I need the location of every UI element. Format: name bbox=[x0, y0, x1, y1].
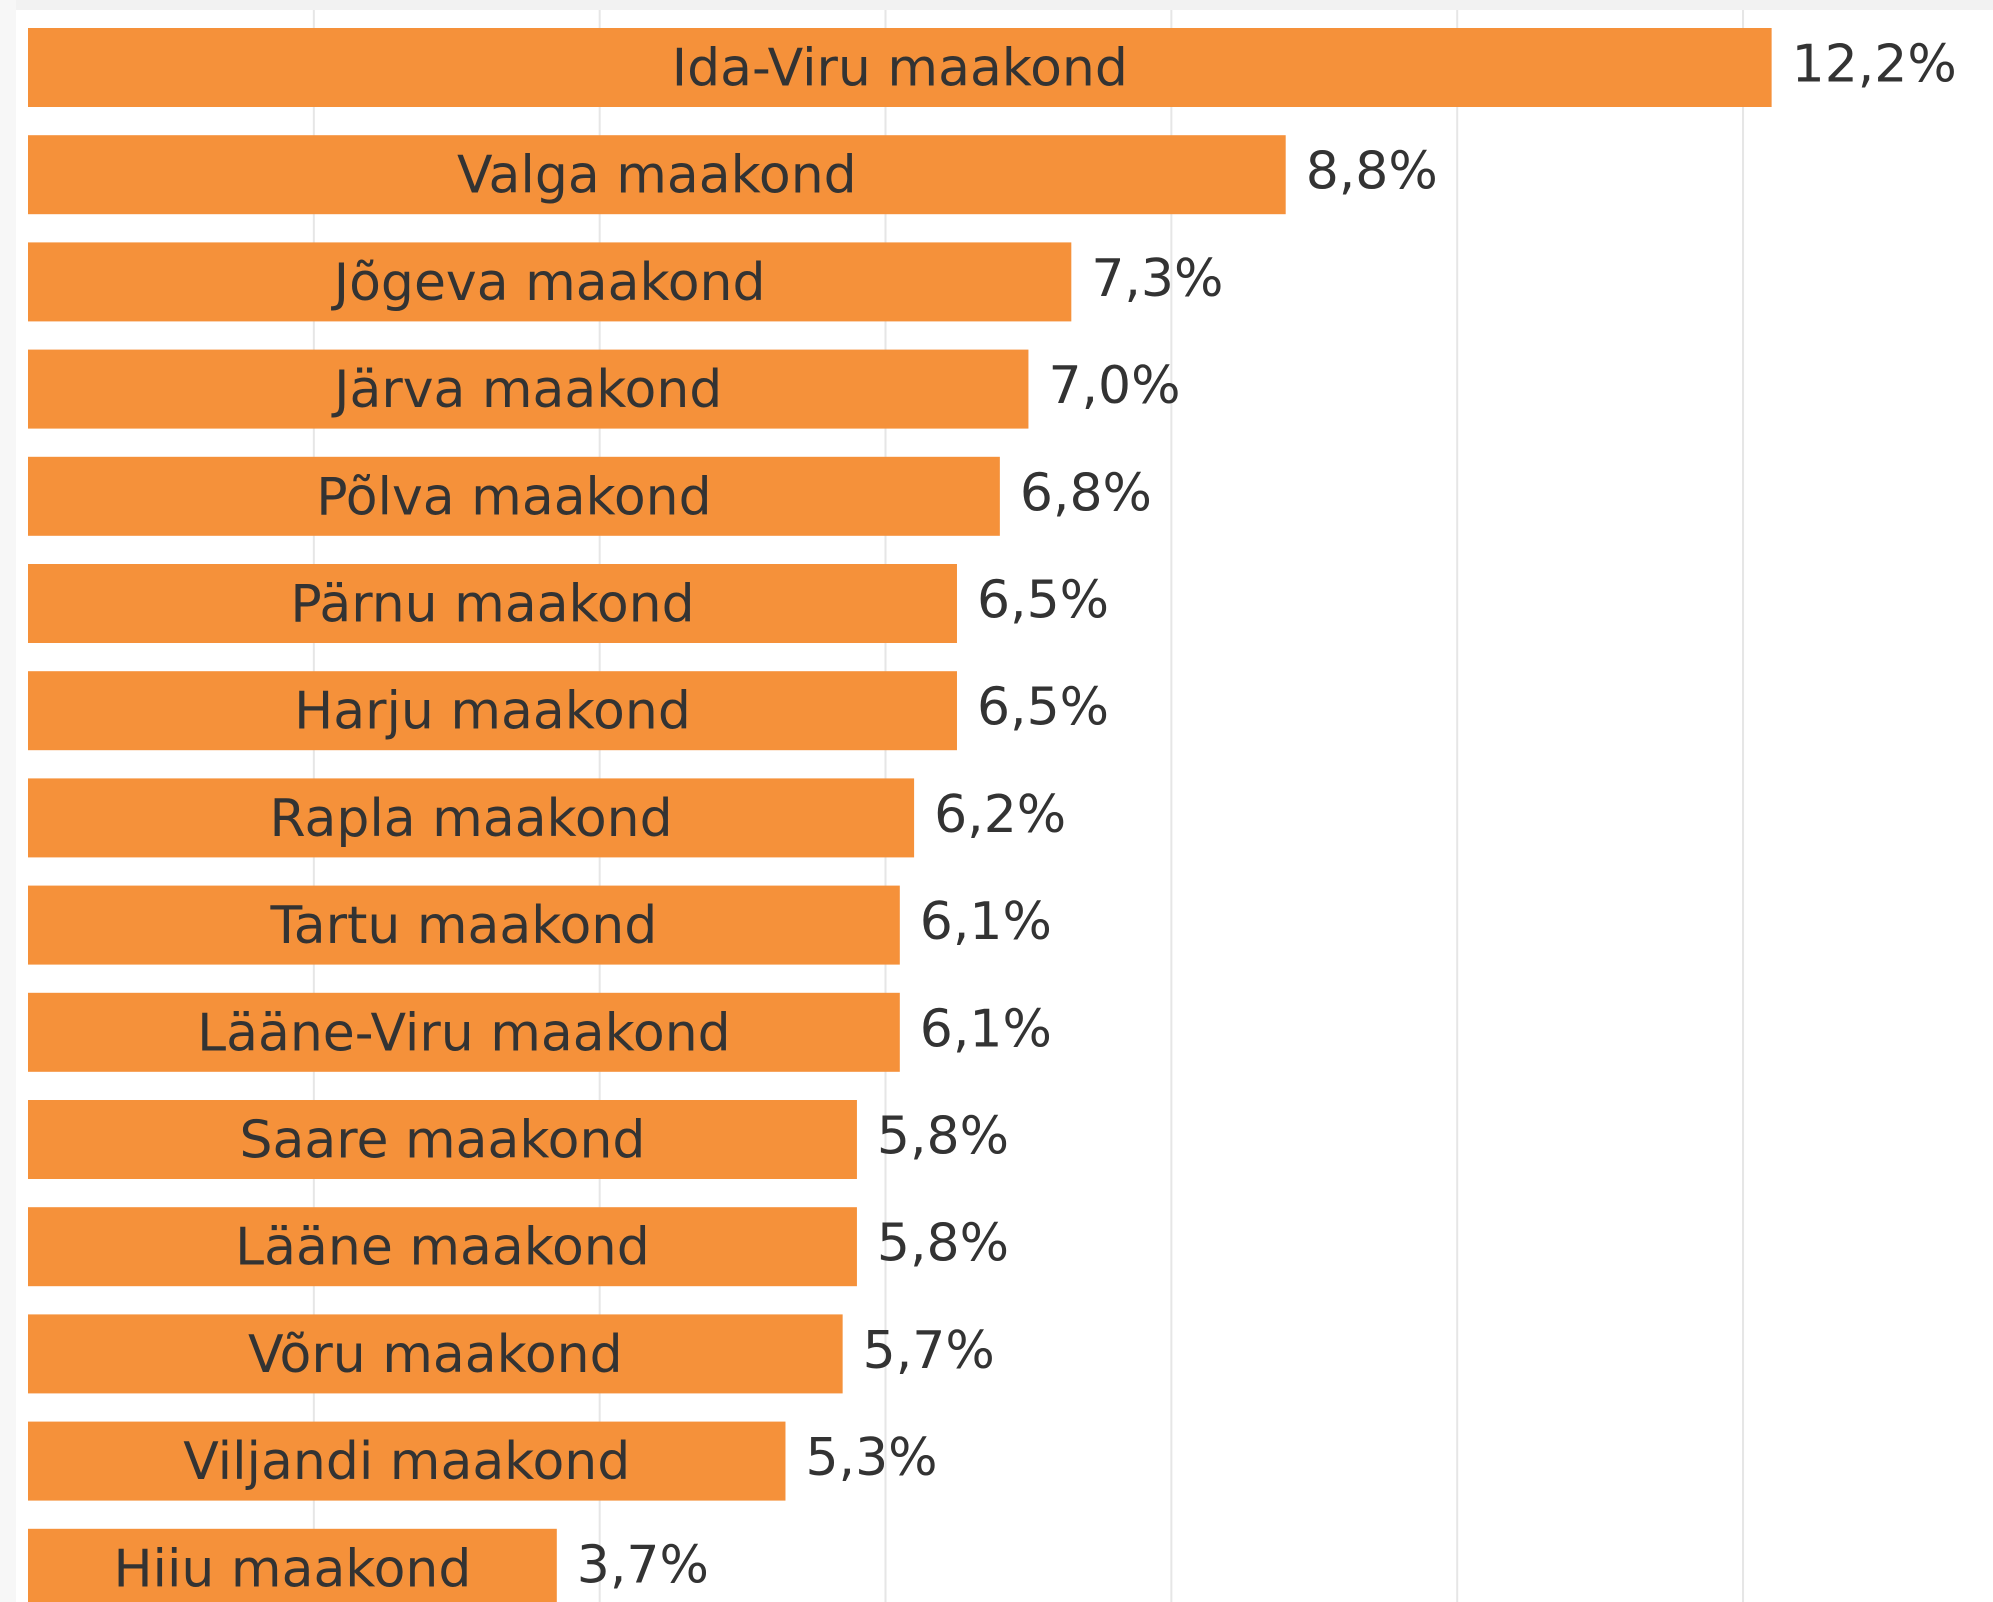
bar bbox=[28, 992, 900, 1072]
value-label: 12,2% bbox=[1792, 35, 1957, 95]
bar-category-label: Saare maakond bbox=[240, 1111, 646, 1171]
bar-category-label: Lääne maakond bbox=[235, 1218, 650, 1278]
bar bbox=[28, 1314, 843, 1394]
bar bbox=[28, 671, 957, 751]
bar bbox=[28, 349, 1029, 429]
value-label: 6,1% bbox=[920, 999, 1052, 1059]
bar-category-label: Pärnu maakond bbox=[290, 575, 694, 635]
bar-category-label: Rapla maakond bbox=[269, 789, 672, 849]
bar bbox=[28, 1528, 557, 1602]
value-label: 5,8% bbox=[877, 1107, 1009, 1167]
value-label: 6,5% bbox=[977, 571, 1109, 631]
bar bbox=[28, 135, 1286, 215]
value-label: 5,3% bbox=[805, 1428, 937, 1488]
bar bbox=[28, 885, 900, 965]
left-strip bbox=[0, 0, 16, 1602]
bar bbox=[28, 1421, 786, 1501]
bar bbox=[28, 1100, 857, 1179]
bar-category-label: Lääne-Viru maakond bbox=[197, 1003, 731, 1063]
value-label: 7,3% bbox=[1091, 249, 1223, 309]
top-strip bbox=[0, 0, 1993, 10]
bar-category-label: Tartu maakond bbox=[270, 896, 658, 956]
value-label: 3,7% bbox=[577, 1535, 709, 1595]
value-label: 8,8% bbox=[1306, 142, 1438, 202]
value-label: 6,2% bbox=[934, 785, 1066, 845]
bar-category-label: Järva maakond bbox=[331, 360, 722, 420]
bar bbox=[28, 242, 1072, 322]
bar-category-label: Ida-Viru maakond bbox=[672, 39, 1128, 99]
bar-category-label: Jõgeva maakond bbox=[331, 253, 766, 313]
value-label: 5,7% bbox=[863, 1321, 995, 1381]
bar-category-label: Võru maakond bbox=[248, 1325, 623, 1385]
bar bbox=[28, 564, 957, 643]
value-label: 7,0% bbox=[1048, 356, 1180, 416]
value-label: 6,5% bbox=[977, 678, 1109, 738]
bar bbox=[28, 778, 915, 858]
bar bbox=[28, 1207, 857, 1287]
value-label: 5,8% bbox=[877, 1214, 1009, 1274]
bar-category-label: Põlva maakond bbox=[316, 467, 711, 527]
bar-category-label: Valga maakond bbox=[457, 146, 857, 206]
bar bbox=[28, 456, 1000, 536]
value-label: 6,1% bbox=[920, 892, 1052, 952]
bar-category-label: Harju maakond bbox=[294, 682, 691, 742]
value-label: 6,8% bbox=[1020, 463, 1152, 523]
bar bbox=[28, 28, 1772, 107]
bar-category-label: Viljandi maakond bbox=[183, 1432, 630, 1492]
bar-category-label: Hiiu maakond bbox=[113, 1539, 471, 1599]
